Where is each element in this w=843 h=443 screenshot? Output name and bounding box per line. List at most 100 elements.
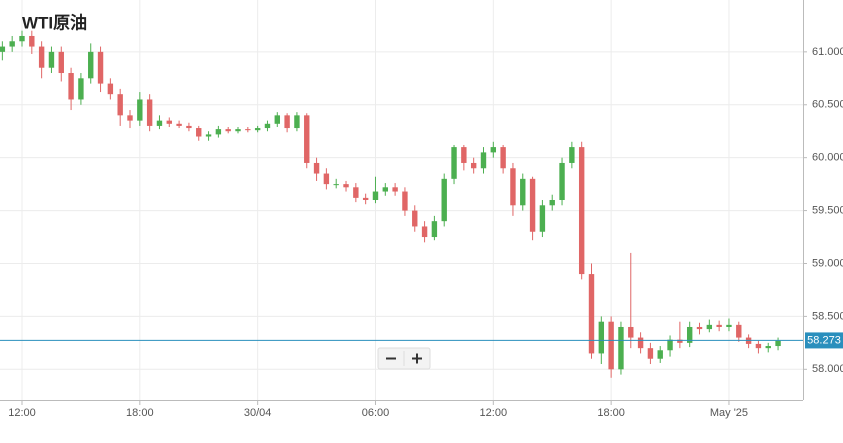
candle-body bbox=[215, 129, 222, 135]
candle-body bbox=[392, 187, 398, 192]
x-tick-label: 06:00 bbox=[362, 407, 390, 419]
candle-body bbox=[107, 83, 114, 95]
y-tick-label: 59.000 bbox=[812, 257, 843, 269]
candle-body bbox=[667, 339, 673, 351]
candle-body bbox=[323, 173, 330, 185]
candle-body bbox=[431, 221, 438, 238]
candle-body bbox=[48, 51, 55, 68]
candle-body bbox=[29, 35, 35, 47]
candle-body bbox=[608, 321, 614, 370]
candle-body bbox=[686, 326, 693, 343]
candle-body bbox=[97, 51, 104, 84]
candle-body bbox=[490, 147, 497, 153]
last-price-label: 58.273 bbox=[807, 334, 841, 346]
grid bbox=[0, 0, 803, 400]
candle-body bbox=[58, 51, 64, 74]
candle-body bbox=[304, 115, 310, 163]
candle-body bbox=[736, 324, 742, 338]
zoom-out-button[interactable] bbox=[378, 348, 404, 369]
y-tick-label: 60.000 bbox=[812, 152, 843, 164]
candle-body bbox=[137, 99, 143, 121]
y-tick-label: 58.500 bbox=[812, 310, 843, 322]
candle-body bbox=[274, 115, 280, 124]
candle-body bbox=[441, 178, 447, 222]
candle-body bbox=[470, 162, 477, 169]
candle-body bbox=[38, 46, 45, 68]
candle-body bbox=[353, 187, 359, 198]
x-tick-label: 18:00 bbox=[597, 407, 625, 419]
candle-body bbox=[588, 274, 595, 354]
candle-body bbox=[117, 94, 123, 116]
candle-body bbox=[196, 128, 202, 137]
candle-body bbox=[245, 129, 251, 131]
last-price-box bbox=[805, 332, 843, 349]
candle-body bbox=[284, 115, 290, 129]
candle-body bbox=[696, 326, 703, 330]
x-tick-label: 12:00 bbox=[8, 407, 36, 419]
candle-body bbox=[529, 178, 536, 232]
candle-body bbox=[205, 134, 212, 137]
candle-body bbox=[618, 326, 624, 370]
candle-body bbox=[343, 184, 349, 188]
candle-body bbox=[421, 226, 428, 238]
candle-body bbox=[146, 99, 153, 126]
zoom-controls bbox=[377, 347, 431, 370]
candles bbox=[0, 30, 781, 378]
candle-body bbox=[78, 78, 84, 100]
candle-body bbox=[186, 125, 192, 129]
candle-body bbox=[88, 51, 94, 79]
candle-body bbox=[362, 197, 369, 200]
candle-body bbox=[637, 337, 644, 349]
y-tick-label: 59.500 bbox=[812, 204, 843, 216]
candle-body bbox=[451, 147, 457, 179]
candle-body bbox=[765, 346, 771, 349]
candle-body bbox=[372, 191, 379, 200]
y-tick-label: 61.000 bbox=[812, 46, 843, 58]
candle-body bbox=[68, 73, 74, 100]
candle-body bbox=[569, 147, 575, 163]
candle-body bbox=[510, 168, 516, 206]
x-tick-label: May '25 bbox=[710, 407, 748, 419]
candle-body bbox=[559, 162, 565, 200]
candle-body bbox=[127, 115, 133, 121]
candle-body bbox=[166, 120, 172, 124]
candle-body bbox=[628, 326, 634, 338]
candle-body bbox=[225, 129, 231, 132]
candle-body bbox=[677, 339, 683, 343]
zoom-in-button[interactable] bbox=[404, 348, 430, 369]
candle-body bbox=[461, 147, 467, 163]
x-tick-label: 18:00 bbox=[126, 407, 154, 419]
candle-body bbox=[706, 324, 713, 330]
candle-body bbox=[176, 123, 182, 126]
candle-body bbox=[657, 350, 663, 359]
candle-body bbox=[500, 147, 506, 169]
candle-body bbox=[726, 324, 732, 327]
candle-body bbox=[549, 200, 555, 206]
y-tick-label: 60.500 bbox=[812, 99, 843, 111]
candle-body bbox=[716, 324, 722, 327]
x-tick-label: 12:00 bbox=[480, 407, 508, 419]
candle-body bbox=[480, 152, 487, 169]
candle-body bbox=[19, 35, 25, 42]
candle-body bbox=[313, 162, 320, 174]
x-tick-label: 30/04 bbox=[244, 407, 272, 419]
candle-body bbox=[520, 178, 526, 206]
candle-body bbox=[647, 348, 654, 359]
candle-body bbox=[235, 129, 241, 132]
candle-body bbox=[775, 340, 781, 347]
candle-body bbox=[264, 123, 271, 129]
chart-title: WTI原油 bbox=[22, 12, 87, 32]
candle-body bbox=[254, 128, 261, 131]
candle-body bbox=[755, 343, 762, 349]
candle-body bbox=[382, 187, 388, 192]
y-tick-label: 58.000 bbox=[812, 363, 843, 375]
candle-body bbox=[402, 191, 408, 211]
candle-body bbox=[156, 120, 163, 126]
candle-body bbox=[9, 41, 15, 47]
candle-body bbox=[578, 147, 585, 275]
candle-body bbox=[412, 210, 418, 227]
candle-body bbox=[294, 115, 300, 129]
